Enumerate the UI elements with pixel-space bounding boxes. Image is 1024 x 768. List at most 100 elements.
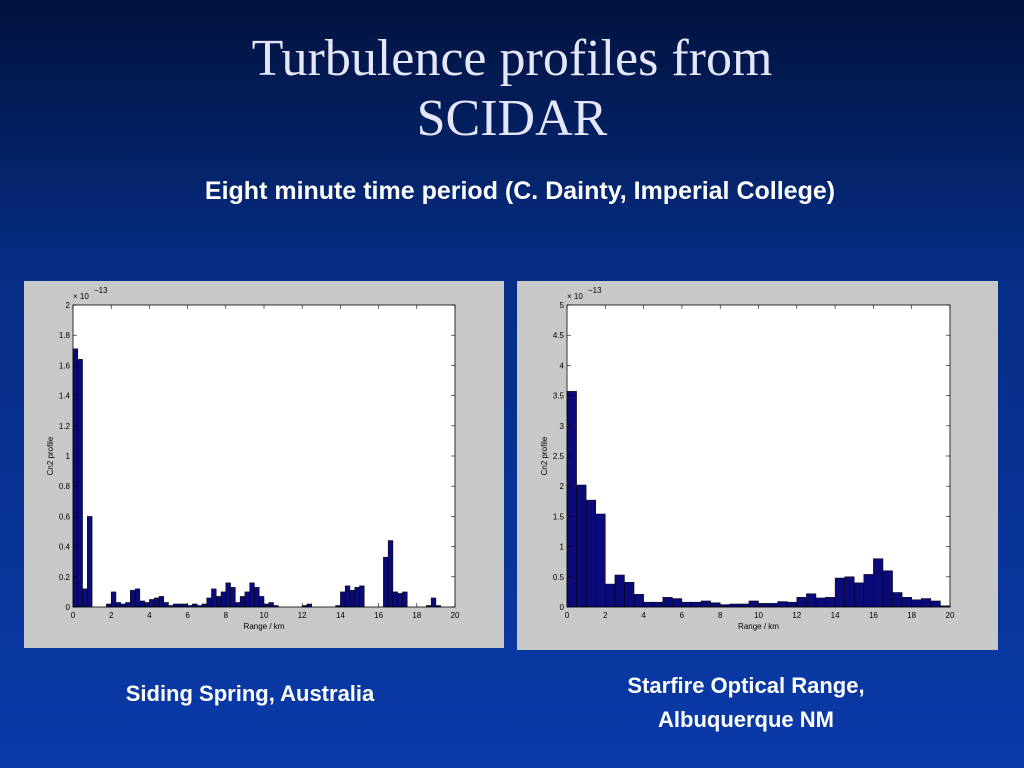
x-tick-label: 16	[869, 611, 878, 620]
bar	[681, 601, 692, 608]
bar	[258, 596, 265, 608]
caption-line: Albuquerque NM	[658, 707, 834, 732]
bar	[177, 603, 184, 608]
y-axis-label: Cn2 profile	[46, 436, 55, 475]
bar	[672, 598, 683, 608]
bar	[120, 603, 126, 608]
y-tick-label: 0.2	[59, 573, 71, 582]
x-tick-label: 2	[109, 611, 114, 620]
bar	[82, 588, 88, 608]
bar	[201, 603, 207, 608]
bar	[710, 602, 721, 608]
bar	[139, 600, 145, 608]
bar	[206, 597, 212, 608]
bar	[566, 391, 577, 608]
bar	[430, 597, 437, 608]
chart-caption: Starfire Optical Range, Albuquerque NM	[627, 673, 864, 732]
y-tick-label: 2.5	[553, 452, 565, 461]
bar	[130, 590, 136, 608]
bar	[633, 594, 644, 608]
bar	[652, 601, 663, 608]
chart-caption: Siding Spring, Australia	[126, 681, 375, 706]
bar	[268, 602, 274, 608]
bar	[911, 599, 922, 608]
bar	[216, 596, 222, 608]
x-tick-label: 12	[298, 611, 307, 620]
bar	[249, 582, 255, 608]
bar	[115, 602, 121, 608]
bar	[239, 596, 246, 608]
bar	[729, 603, 740, 608]
bar	[192, 603, 198, 608]
bar	[585, 499, 596, 608]
bar	[901, 597, 912, 608]
x-tick-label: 2	[603, 611, 608, 620]
bar	[397, 593, 403, 608]
bar	[163, 602, 169, 608]
bar	[624, 581, 635, 608]
bar	[700, 600, 711, 608]
bar	[796, 597, 807, 608]
x-tick-label: 20	[946, 611, 955, 620]
scale-base: × 10	[567, 292, 583, 301]
bar	[106, 603, 112, 608]
x-tick-label: 18	[412, 611, 421, 620]
bar	[739, 603, 750, 608]
title-line: SCIDAR	[417, 90, 608, 147]
y-tick-label: 1.6	[59, 361, 71, 370]
bar	[815, 597, 826, 608]
x-tick-label: 6	[680, 611, 685, 620]
bar	[173, 603, 179, 608]
y-tick-label: 1.2	[59, 422, 71, 431]
bar	[349, 590, 355, 608]
y-tick-label: 5	[560, 301, 565, 310]
plot-area	[567, 305, 950, 607]
x-tick-label: 4	[641, 611, 646, 620]
x-tick-label: 6	[185, 611, 190, 620]
bar	[892, 592, 903, 608]
subtitle: Eight minute time period (C. Dainty, Imp…	[205, 177, 835, 205]
bar	[873, 558, 884, 608]
y-tick-label: 0.8	[59, 482, 71, 491]
x-axis-label: Range / km	[738, 622, 779, 631]
bar	[359, 585, 365, 608]
bar	[786, 601, 798, 608]
bar	[72, 348, 79, 608]
bar	[383, 556, 389, 608]
x-tick-label: 16	[374, 611, 383, 620]
bar	[87, 516, 93, 608]
plot-area	[73, 305, 455, 607]
bar	[225, 582, 231, 608]
y-tick-label: 4.5	[553, 331, 565, 340]
bar	[844, 576, 855, 608]
x-tick-label: 14	[831, 611, 840, 620]
bar	[576, 484, 587, 608]
y-tick-label: 2	[66, 301, 71, 310]
bar	[863, 574, 874, 608]
bar	[392, 591, 398, 608]
bar	[691, 601, 702, 608]
y-tick-label: 0.4	[59, 543, 71, 552]
y-tick-label: 1.8	[59, 331, 71, 340]
bar	[125, 602, 131, 608]
bar	[134, 588, 141, 608]
x-axis-label: Range / km	[244, 622, 285, 631]
x-tick-label: 0	[71, 611, 76, 620]
bar	[77, 359, 83, 608]
scale-exponent: −13	[94, 286, 108, 295]
bar	[806, 593, 817, 608]
bar	[110, 591, 117, 608]
y-axis-label: Cn2 profile	[540, 436, 549, 475]
y-tick-label: 1	[66, 452, 71, 461]
bar	[921, 598, 932, 608]
bar	[834, 577, 845, 608]
bar	[244, 591, 250, 608]
bar	[354, 587, 360, 608]
x-tick-label: 18	[907, 611, 916, 620]
x-tick-label: 20	[451, 611, 460, 620]
bar	[777, 601, 788, 608]
x-tick-label: 8	[224, 611, 229, 620]
x-tick-label: 4	[147, 611, 152, 620]
scale-exponent: −13	[588, 286, 602, 295]
